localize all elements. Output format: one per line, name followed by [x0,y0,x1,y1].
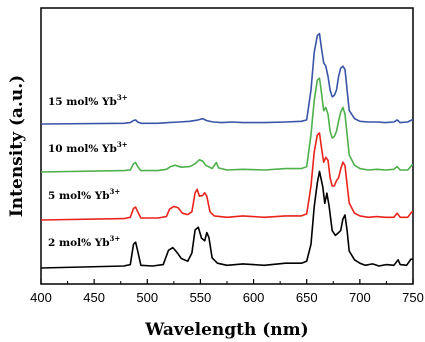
x-tick-label-550: 550 [190,290,212,305]
series-label-2: 5 mol% Yb3+ [48,187,120,202]
x-tick-label-450: 450 [83,290,105,305]
y-axis-title: Intensity (a.u.) [7,75,27,217]
x-tick-label-650: 650 [296,290,318,305]
series-label-4: 15 mol% Yb3+ [48,93,128,108]
series-line-4 [40,32,413,125]
x-tick-label-700: 700 [349,290,371,305]
x-tick-label-750: 750 [402,290,424,305]
series-line-3 [40,77,413,173]
series-line-2 [40,132,413,221]
series-layer [40,32,413,269]
series-label-layer: 2 mol% Yb3+ 5 mol% Yb3+ 10 mol% Yb3+ 15 mol… [48,93,128,249]
series-label-3: 10 mol% Yb3+ [48,140,128,155]
x-tick-label-400: 400 [30,290,52,305]
series-line-1 [40,170,413,269]
x-axis-title: Wavelength (nm) [144,320,308,340]
series-label-1: 2 mol% Yb3+ [48,234,120,249]
x-tick-label-500: 500 [136,290,158,305]
x-axis-ticks: 400 450 500 550 600 650 700 750 [30,279,424,305]
x-tick-label-600: 600 [243,290,265,305]
